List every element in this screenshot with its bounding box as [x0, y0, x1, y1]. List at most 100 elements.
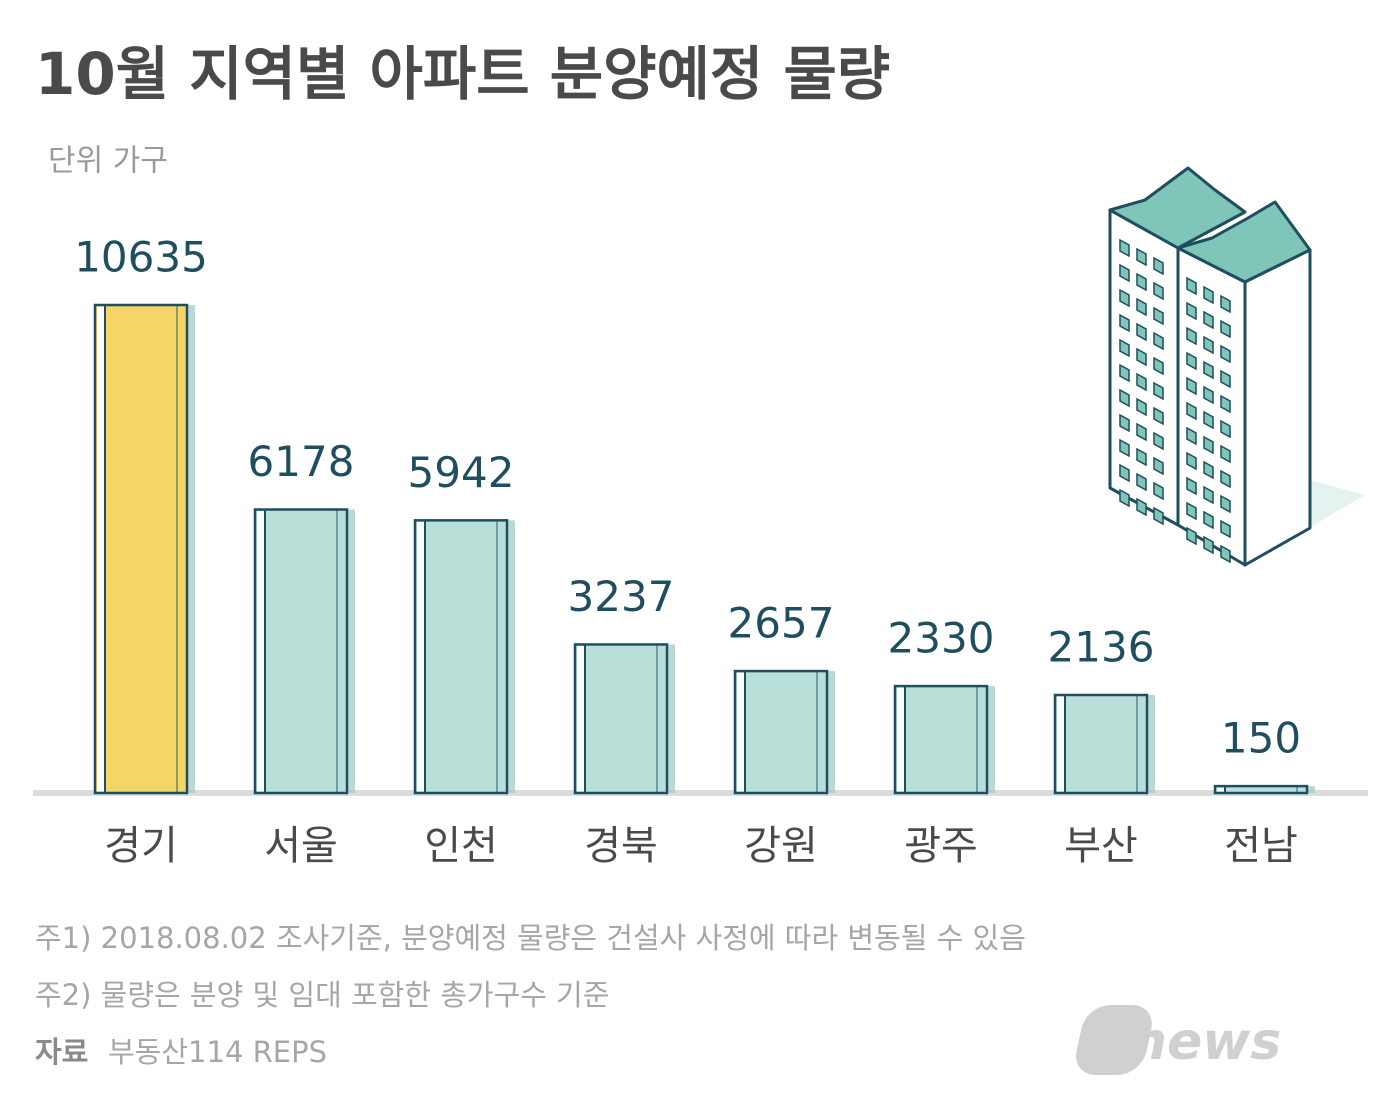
window	[1203, 435, 1214, 455]
window	[1186, 501, 1197, 521]
window	[1136, 472, 1147, 492]
logo-text: news	[1130, 1012, 1281, 1072]
value-label: 2330	[888, 614, 995, 663]
window	[1153, 456, 1164, 476]
bar-highlight	[1057, 696, 1065, 792]
window	[1203, 385, 1214, 405]
window	[1186, 526, 1197, 546]
source-label: 자료	[35, 1035, 88, 1069]
window	[1153, 331, 1164, 351]
window	[1136, 272, 1147, 292]
x-tick-label: 경기	[104, 823, 178, 869]
window	[1119, 388, 1130, 408]
window	[1153, 256, 1164, 276]
window	[1186, 401, 1197, 421]
building-windows	[1119, 238, 1231, 564]
window	[1186, 426, 1197, 446]
window	[1153, 481, 1164, 501]
window	[1203, 285, 1214, 305]
window	[1136, 372, 1147, 392]
value-label: 2136	[1048, 622, 1155, 671]
window	[1203, 310, 1214, 330]
bar-highlight	[97, 306, 105, 792]
window	[1136, 422, 1147, 442]
note: 주2) 물량은 분양 및 임대 포함한 총가구수 기준	[35, 978, 610, 1012]
window	[1220, 344, 1231, 364]
window	[1220, 469, 1231, 489]
source: 부동산114 REPS	[108, 1035, 327, 1069]
window	[1119, 463, 1130, 483]
window	[1203, 335, 1214, 355]
window	[1153, 281, 1164, 301]
window	[1136, 247, 1147, 267]
bar	[1213, 784, 1309, 795]
bar	[1053, 693, 1149, 795]
x-tick-label: 인천	[424, 823, 498, 869]
bar	[253, 508, 349, 795]
note: 주1) 2018.08.02 조사기준, 분양예정 물량은 건설사 사정에 따라…	[35, 921, 1026, 955]
value-label: 150	[1221, 714, 1301, 763]
window	[1153, 406, 1164, 426]
bar-highlight	[577, 645, 585, 792]
logo-mark: 1	[1305, 1010, 1341, 1070]
window	[1119, 338, 1130, 358]
window	[1136, 322, 1147, 342]
bar	[893, 684, 989, 795]
value-label: 2657	[728, 599, 835, 648]
bar	[93, 303, 189, 795]
x-tick-label: 전남	[1224, 823, 1298, 869]
bar-highlight	[257, 511, 265, 792]
window	[1153, 306, 1164, 326]
window	[1186, 276, 1197, 296]
window	[1119, 438, 1130, 458]
window	[1119, 488, 1130, 508]
window	[1220, 419, 1231, 439]
window	[1203, 460, 1214, 480]
subtitle: 단위 가구	[48, 144, 168, 179]
window	[1203, 535, 1214, 555]
bar-highlight	[737, 672, 745, 792]
window	[1119, 263, 1130, 283]
bar-highlight	[897, 687, 905, 792]
bar	[573, 643, 669, 795]
window	[1220, 394, 1231, 414]
window	[1153, 431, 1164, 451]
window	[1119, 313, 1130, 333]
window	[1153, 506, 1164, 526]
window	[1136, 297, 1147, 317]
x-tick-label: 경북	[584, 823, 658, 869]
x-tick-label: 부산	[1064, 823, 1138, 869]
window	[1203, 510, 1214, 530]
bar	[733, 669, 829, 795]
window	[1136, 497, 1147, 517]
window	[1186, 351, 1197, 371]
window	[1119, 363, 1130, 383]
window	[1153, 381, 1164, 401]
window	[1136, 397, 1147, 417]
window	[1203, 360, 1214, 380]
window	[1136, 447, 1147, 467]
window	[1203, 485, 1214, 505]
x-tick-label: 광주	[904, 823, 978, 869]
value-label: 5942	[408, 448, 515, 497]
window	[1186, 301, 1197, 321]
window	[1186, 326, 1197, 346]
x-tick-label: 서울	[264, 823, 338, 869]
bar-highlight	[1217, 787, 1225, 792]
value-label: 6178	[248, 437, 355, 486]
window	[1220, 444, 1231, 464]
window	[1186, 476, 1197, 496]
x-tick-label: 강원	[744, 823, 818, 869]
window	[1220, 494, 1231, 514]
window	[1220, 369, 1231, 389]
window	[1136, 347, 1147, 367]
window	[1220, 519, 1231, 539]
window	[1220, 294, 1231, 314]
window	[1186, 376, 1197, 396]
window	[1203, 410, 1214, 430]
value-label: 3237	[568, 572, 675, 621]
window	[1119, 413, 1130, 433]
logo-badge	[1076, 1005, 1152, 1075]
window	[1119, 238, 1130, 258]
